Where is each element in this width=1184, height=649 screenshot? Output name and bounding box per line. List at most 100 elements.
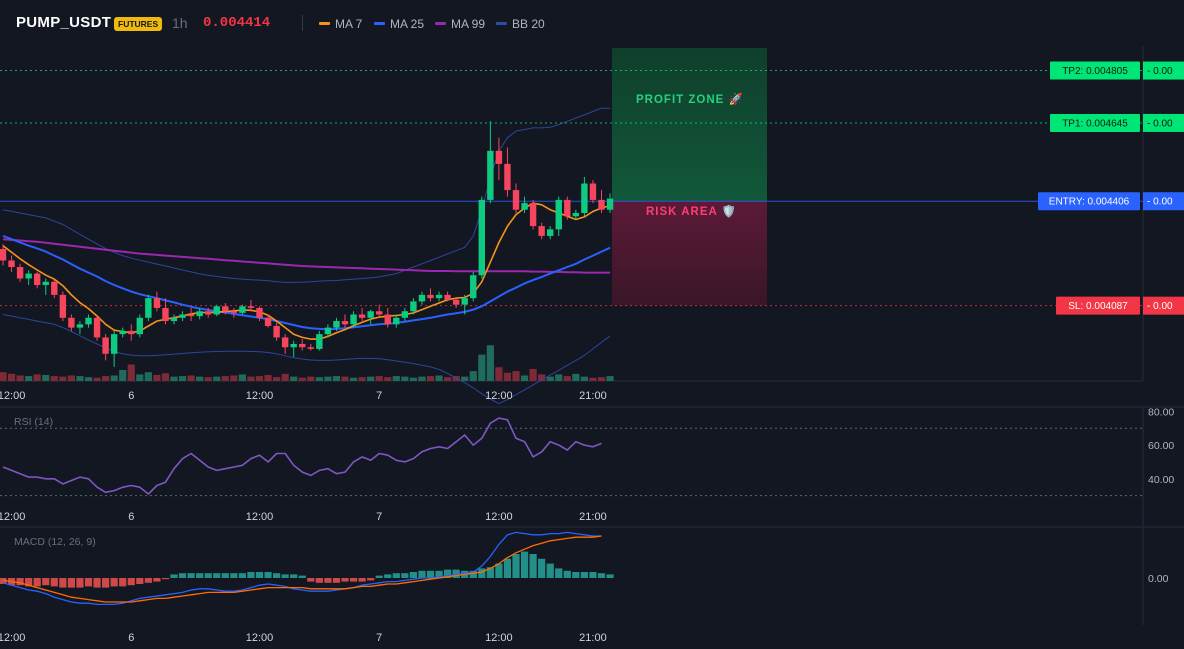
macd-histogram-bar (486, 567, 494, 578)
candle-body (102, 337, 109, 354)
volume-bar (589, 377, 597, 381)
macd-histogram-bar (426, 570, 435, 578)
time-tick-label: 6 (128, 632, 134, 644)
macd-histogram-bar (367, 578, 375, 581)
volume-bar (144, 372, 152, 381)
macd-histogram-bar (409, 572, 417, 578)
macd-histogram-bar (606, 574, 614, 578)
macd-histogram-bar (290, 574, 298, 578)
symbol-title[interactable]: PUMP_USDT (16, 14, 112, 31)
volume-bar (110, 375, 118, 381)
time-tick-label: 12:00 (246, 632, 274, 644)
volume-bar (563, 376, 571, 381)
macd-histogram-bar (332, 578, 341, 583)
candle-body (128, 330, 135, 335)
candle-body (504, 163, 511, 191)
chart-header: PUMP_USDT FUTURES 1h 0.004414 MA 7 MA 25… (0, 0, 1184, 46)
legend-ma7[interactable]: MA 7 (319, 17, 362, 31)
volume-bar (161, 373, 170, 381)
volume-bar (384, 377, 392, 381)
bb20-upper-line (2, 107, 611, 283)
level-tag-label-1: TP1: 0.004645 (1062, 118, 1128, 129)
volume-bar (298, 377, 306, 381)
macd-histogram-bar (136, 578, 144, 584)
volume-bar (281, 373, 289, 381)
candle-body (358, 314, 366, 318)
candle-body (529, 203, 537, 227)
macd-histogram-bar (230, 573, 238, 578)
candle-body (606, 198, 614, 210)
candle-body (478, 199, 485, 276)
candle-body (256, 307, 263, 318)
legend-ma99[interactable]: MA 99 (435, 17, 485, 31)
volume-bar (247, 376, 255, 381)
volume-bar (33, 374, 41, 381)
time-tick-label: 12:00 (246, 511, 274, 523)
level-tag-bg-0 (1050, 61, 1140, 80)
volume-bar (16, 375, 24, 381)
volume-bar (42, 374, 50, 381)
level-tag-suffix-3: - 0.00 (1147, 301, 1173, 312)
macd-histogram-bar (221, 573, 229, 578)
candle-body (230, 311, 238, 313)
macd-histogram-bar (418, 570, 426, 578)
candle-body (76, 324, 84, 328)
volume-bar (375, 376, 383, 381)
candle-body (324, 327, 332, 335)
candle-body (384, 314, 391, 325)
level-tag-suffix-0: - 0.00 (1147, 66, 1173, 77)
risk-zone (612, 201, 767, 306)
macd-histogram-bar (50, 578, 58, 587)
candle-body (8, 260, 15, 268)
candle-body (487, 150, 494, 200)
legend-bb20[interactable]: BB 20 (496, 17, 545, 31)
candle-body (401, 311, 409, 318)
macd-histogram-bar (401, 573, 409, 578)
time-tick-label: 12:00 (246, 390, 274, 402)
macd-histogram-bar (469, 570, 477, 578)
interval-selector[interactable]: 1h (172, 15, 188, 31)
macd-histogram-bar (170, 574, 178, 578)
level-tag-suffix-bg-1 (1143, 113, 1184, 132)
candle-body (93, 317, 101, 338)
candle-body (521, 203, 528, 210)
macd-histogram-bar (25, 578, 33, 587)
macd-histogram-bar (281, 574, 289, 578)
volume-bar (478, 354, 486, 381)
volume-bar (307, 376, 315, 381)
volume-bar (332, 376, 341, 381)
candle-body (162, 307, 169, 322)
rsi-tick-label: 60.00 (1148, 440, 1174, 452)
ma25-line (2, 234, 611, 331)
volume-bar (119, 370, 127, 381)
candle-body (307, 347, 314, 349)
volume-bar (93, 377, 101, 381)
macd-histogram-bar (375, 575, 383, 578)
legend-ma25[interactable]: MA 25 (374, 17, 424, 31)
volume-bar (0, 372, 7, 381)
trade-zones: PROFIT ZONE 🚀 RISK AREA 🛡️ (612, 48, 767, 306)
time-tick-label: 21:00 (579, 390, 607, 402)
macd-histogram-bar (520, 551, 529, 578)
candle-body (461, 298, 468, 305)
macd-histogram-bar (144, 578, 152, 583)
candle-body (564, 199, 571, 217)
level-tag-bg-2 (1038, 192, 1140, 211)
candle-body (393, 317, 400, 325)
candle-body (512, 190, 520, 210)
macd-histogram-bar (247, 572, 255, 578)
legend-bb20-label: BB 20 (512, 17, 545, 31)
candle-body (444, 294, 451, 300)
profit-zone-label: PROFIT ZONE 🚀 (636, 92, 744, 106)
candle-body (25, 273, 32, 279)
macd-histogram-bar (161, 578, 170, 580)
indicator-overlays (2, 107, 611, 405)
macd-histogram-bar (435, 570, 443, 578)
candle-body (589, 183, 597, 200)
macd-histogram-bar (597, 573, 606, 578)
macd-tick-label: 0.00 (1148, 573, 1169, 585)
macd-histogram-bar (444, 569, 452, 578)
volume-bar (486, 345, 494, 381)
macd-histogram-bar (512, 554, 520, 578)
